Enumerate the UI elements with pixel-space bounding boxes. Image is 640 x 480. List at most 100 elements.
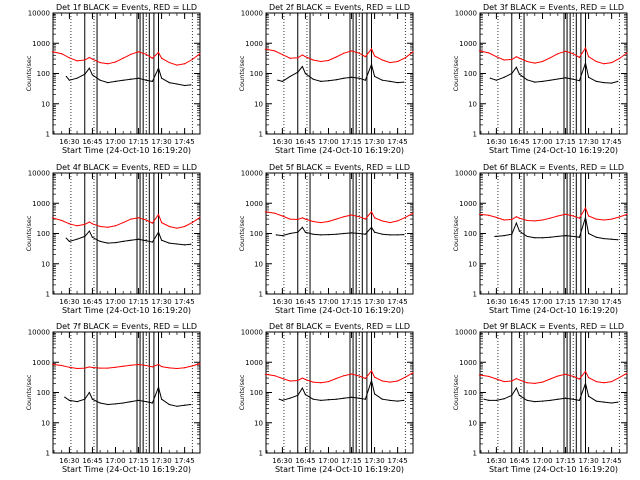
data-point-lld xyxy=(381,59,383,61)
data-point-events xyxy=(403,81,405,83)
data-point-lld xyxy=(176,367,178,370)
x-tick-label: 16:45 xyxy=(509,457,529,465)
data-point-events xyxy=(122,402,124,404)
data-point-events xyxy=(526,79,528,81)
data-point-events xyxy=(130,78,132,80)
data-point-lld xyxy=(587,215,590,217)
data-point-lld xyxy=(373,217,376,219)
data-point-events xyxy=(549,236,551,238)
data-point-lld xyxy=(304,56,307,58)
data-point-lld xyxy=(68,366,70,368)
data-point-events xyxy=(289,232,291,235)
series-line-events xyxy=(483,381,618,404)
data-point-events xyxy=(534,81,536,83)
data-point-events xyxy=(370,379,373,382)
data-point-lld xyxy=(534,62,536,64)
data-point-events xyxy=(595,236,597,238)
data-point-events xyxy=(511,233,513,235)
data-point-lld xyxy=(301,377,303,379)
series-line-lld xyxy=(479,46,628,65)
x-tick-label: 16:30 xyxy=(272,457,292,465)
data-point-events xyxy=(564,235,567,237)
data-point-lld xyxy=(364,218,366,220)
data-point-events xyxy=(611,82,613,84)
data-point-lld xyxy=(145,219,147,221)
data-point-lld xyxy=(199,53,201,55)
data-point-events xyxy=(564,77,567,79)
data-point-events xyxy=(130,401,132,403)
data-point-lld xyxy=(327,59,330,62)
data-point-events xyxy=(137,238,140,240)
data-point-events xyxy=(160,77,163,79)
data-point-lld xyxy=(564,50,567,52)
data-point-events xyxy=(518,73,521,75)
data-point-events xyxy=(564,397,567,399)
data-point-lld xyxy=(327,380,330,383)
y-tick-label: 1000 xyxy=(32,359,50,367)
data-point-lld xyxy=(157,214,160,216)
data-point-lld xyxy=(157,363,160,365)
chart-panel-9: Det 9f BLACK = Events, RED = LLD 1 10 100 10… xyxy=(452,322,628,474)
data-point-events xyxy=(151,402,153,404)
data-point-events xyxy=(184,244,186,246)
data-point-lld xyxy=(611,218,613,220)
data-point-lld xyxy=(297,379,299,382)
data-point-lld xyxy=(151,222,153,224)
data-point-lld xyxy=(389,221,391,224)
data-point-events xyxy=(370,226,373,228)
data-point-events xyxy=(526,235,528,238)
data-point-events xyxy=(518,394,521,397)
data-point-lld xyxy=(304,378,307,381)
data-point-lld xyxy=(184,225,186,228)
data-point-events xyxy=(578,80,580,82)
data-point-lld xyxy=(160,57,163,59)
data-point-events xyxy=(91,398,94,400)
data-point-lld xyxy=(191,221,193,224)
x-tick-label: 17:45 xyxy=(175,457,195,465)
data-point-events xyxy=(587,232,590,235)
x-axis-label: Start Time (24-Oct-10 16:19:20) xyxy=(489,146,618,155)
y-tick-label: 10000 xyxy=(28,329,50,337)
data-point-events xyxy=(403,233,405,236)
data-point-lld xyxy=(503,380,505,383)
data-point-lld xyxy=(274,375,276,377)
y-tick-label: 10 xyxy=(254,419,263,427)
data-point-lld xyxy=(572,375,574,378)
data-point-events xyxy=(68,240,70,242)
data-point-lld xyxy=(557,375,559,377)
data-point-lld xyxy=(137,217,140,219)
y-tick-label: 10000 xyxy=(455,10,477,18)
series-line-events xyxy=(279,378,404,402)
data-point-events xyxy=(88,67,90,69)
data-point-events xyxy=(515,222,517,224)
chart-panel-7: Det 7f BLACK = Events, RED = LLD 1 10 100 10… xyxy=(25,322,201,474)
data-point-lld xyxy=(68,223,70,225)
data-point-lld xyxy=(595,60,597,63)
x-tick-label: 16:30 xyxy=(486,298,506,306)
data-point-lld xyxy=(373,55,376,57)
data-point-lld xyxy=(578,378,580,380)
data-point-lld xyxy=(51,363,54,365)
data-point-lld xyxy=(145,364,147,367)
data-point-lld xyxy=(107,367,109,369)
data-point-events xyxy=(373,393,376,395)
data-point-events xyxy=(364,398,366,400)
data-point-lld xyxy=(626,372,628,374)
data-point-events xyxy=(335,233,337,235)
x-tick-label: 17:30 xyxy=(578,457,598,465)
data-point-events xyxy=(281,399,283,401)
y-axis-label: Counts/sec xyxy=(25,55,33,91)
series-line-events xyxy=(64,385,191,407)
data-point-lld xyxy=(549,217,551,219)
chart-panel-2: Det 2f BLACK = Events, RED = LLD 1 10 100 10… xyxy=(238,3,414,155)
x-tick-label: 17:45 xyxy=(175,138,195,146)
y-tick-label: 10 xyxy=(254,260,263,268)
data-point-events xyxy=(557,398,559,400)
data-point-events xyxy=(494,235,496,238)
data-point-lld xyxy=(397,60,399,63)
data-point-lld xyxy=(114,61,117,63)
chart-title: Det 8f BLACK = Events, RED = LLD xyxy=(269,322,410,331)
y-tick-label: 100 xyxy=(37,70,50,78)
data-point-lld xyxy=(578,56,580,59)
data-point-lld xyxy=(584,47,587,49)
